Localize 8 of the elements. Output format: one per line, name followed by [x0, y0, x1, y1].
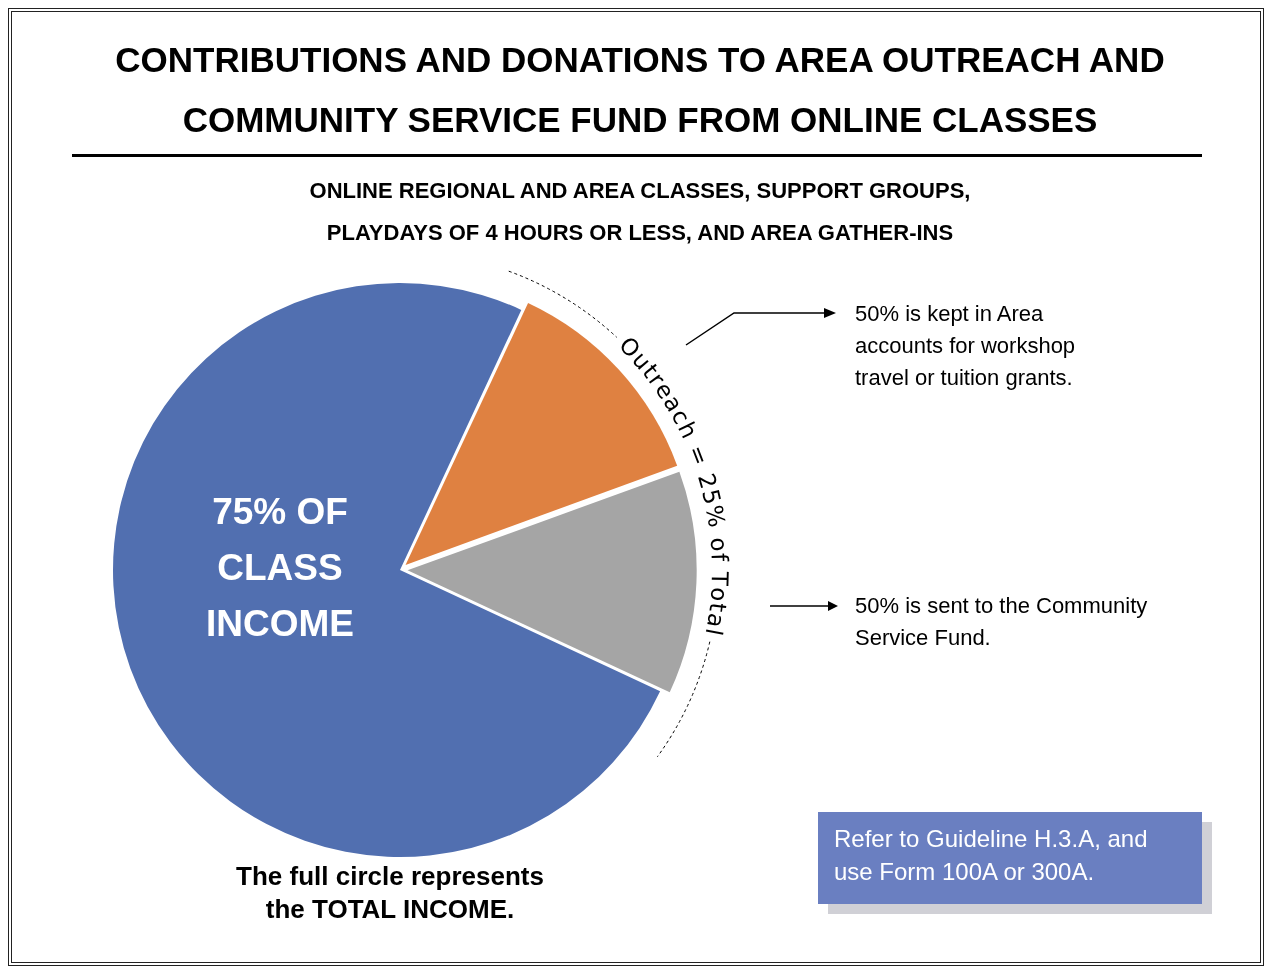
- chart-subtitle: ONLINE REGIONAL AND AREA CLASSES, SUPPORT GROUPS, PLAYDAYS OF 4 HOURS OR LESS, AND AREA GATHER-INS: [308, 177, 972, 247]
- text: The full circle represents the TOTAL INCOME.: [235, 860, 545, 926]
- slice-label: 75% OF CLASS INCOME: [206, 491, 354, 645]
- text: Outreach = 25% of Total: [614, 331, 734, 638]
- chart-title: CONTRIBUTIONS AND DONATIONS TO AREA OUTREACH AND COMMUNITY SERVICE FUND FROM ONLINE CLASSES: [114, 39, 1166, 141]
- text: 50% is sent to the Community Service Fund.: [855, 592, 1149, 652]
- text: Refer to Guideline H.3.A, and use Form 100A or 300A.: [818, 812, 1202, 904]
- text: 50% is kept in Area accounts for workshop travel or tuition grants.: [855, 300, 1077, 392]
